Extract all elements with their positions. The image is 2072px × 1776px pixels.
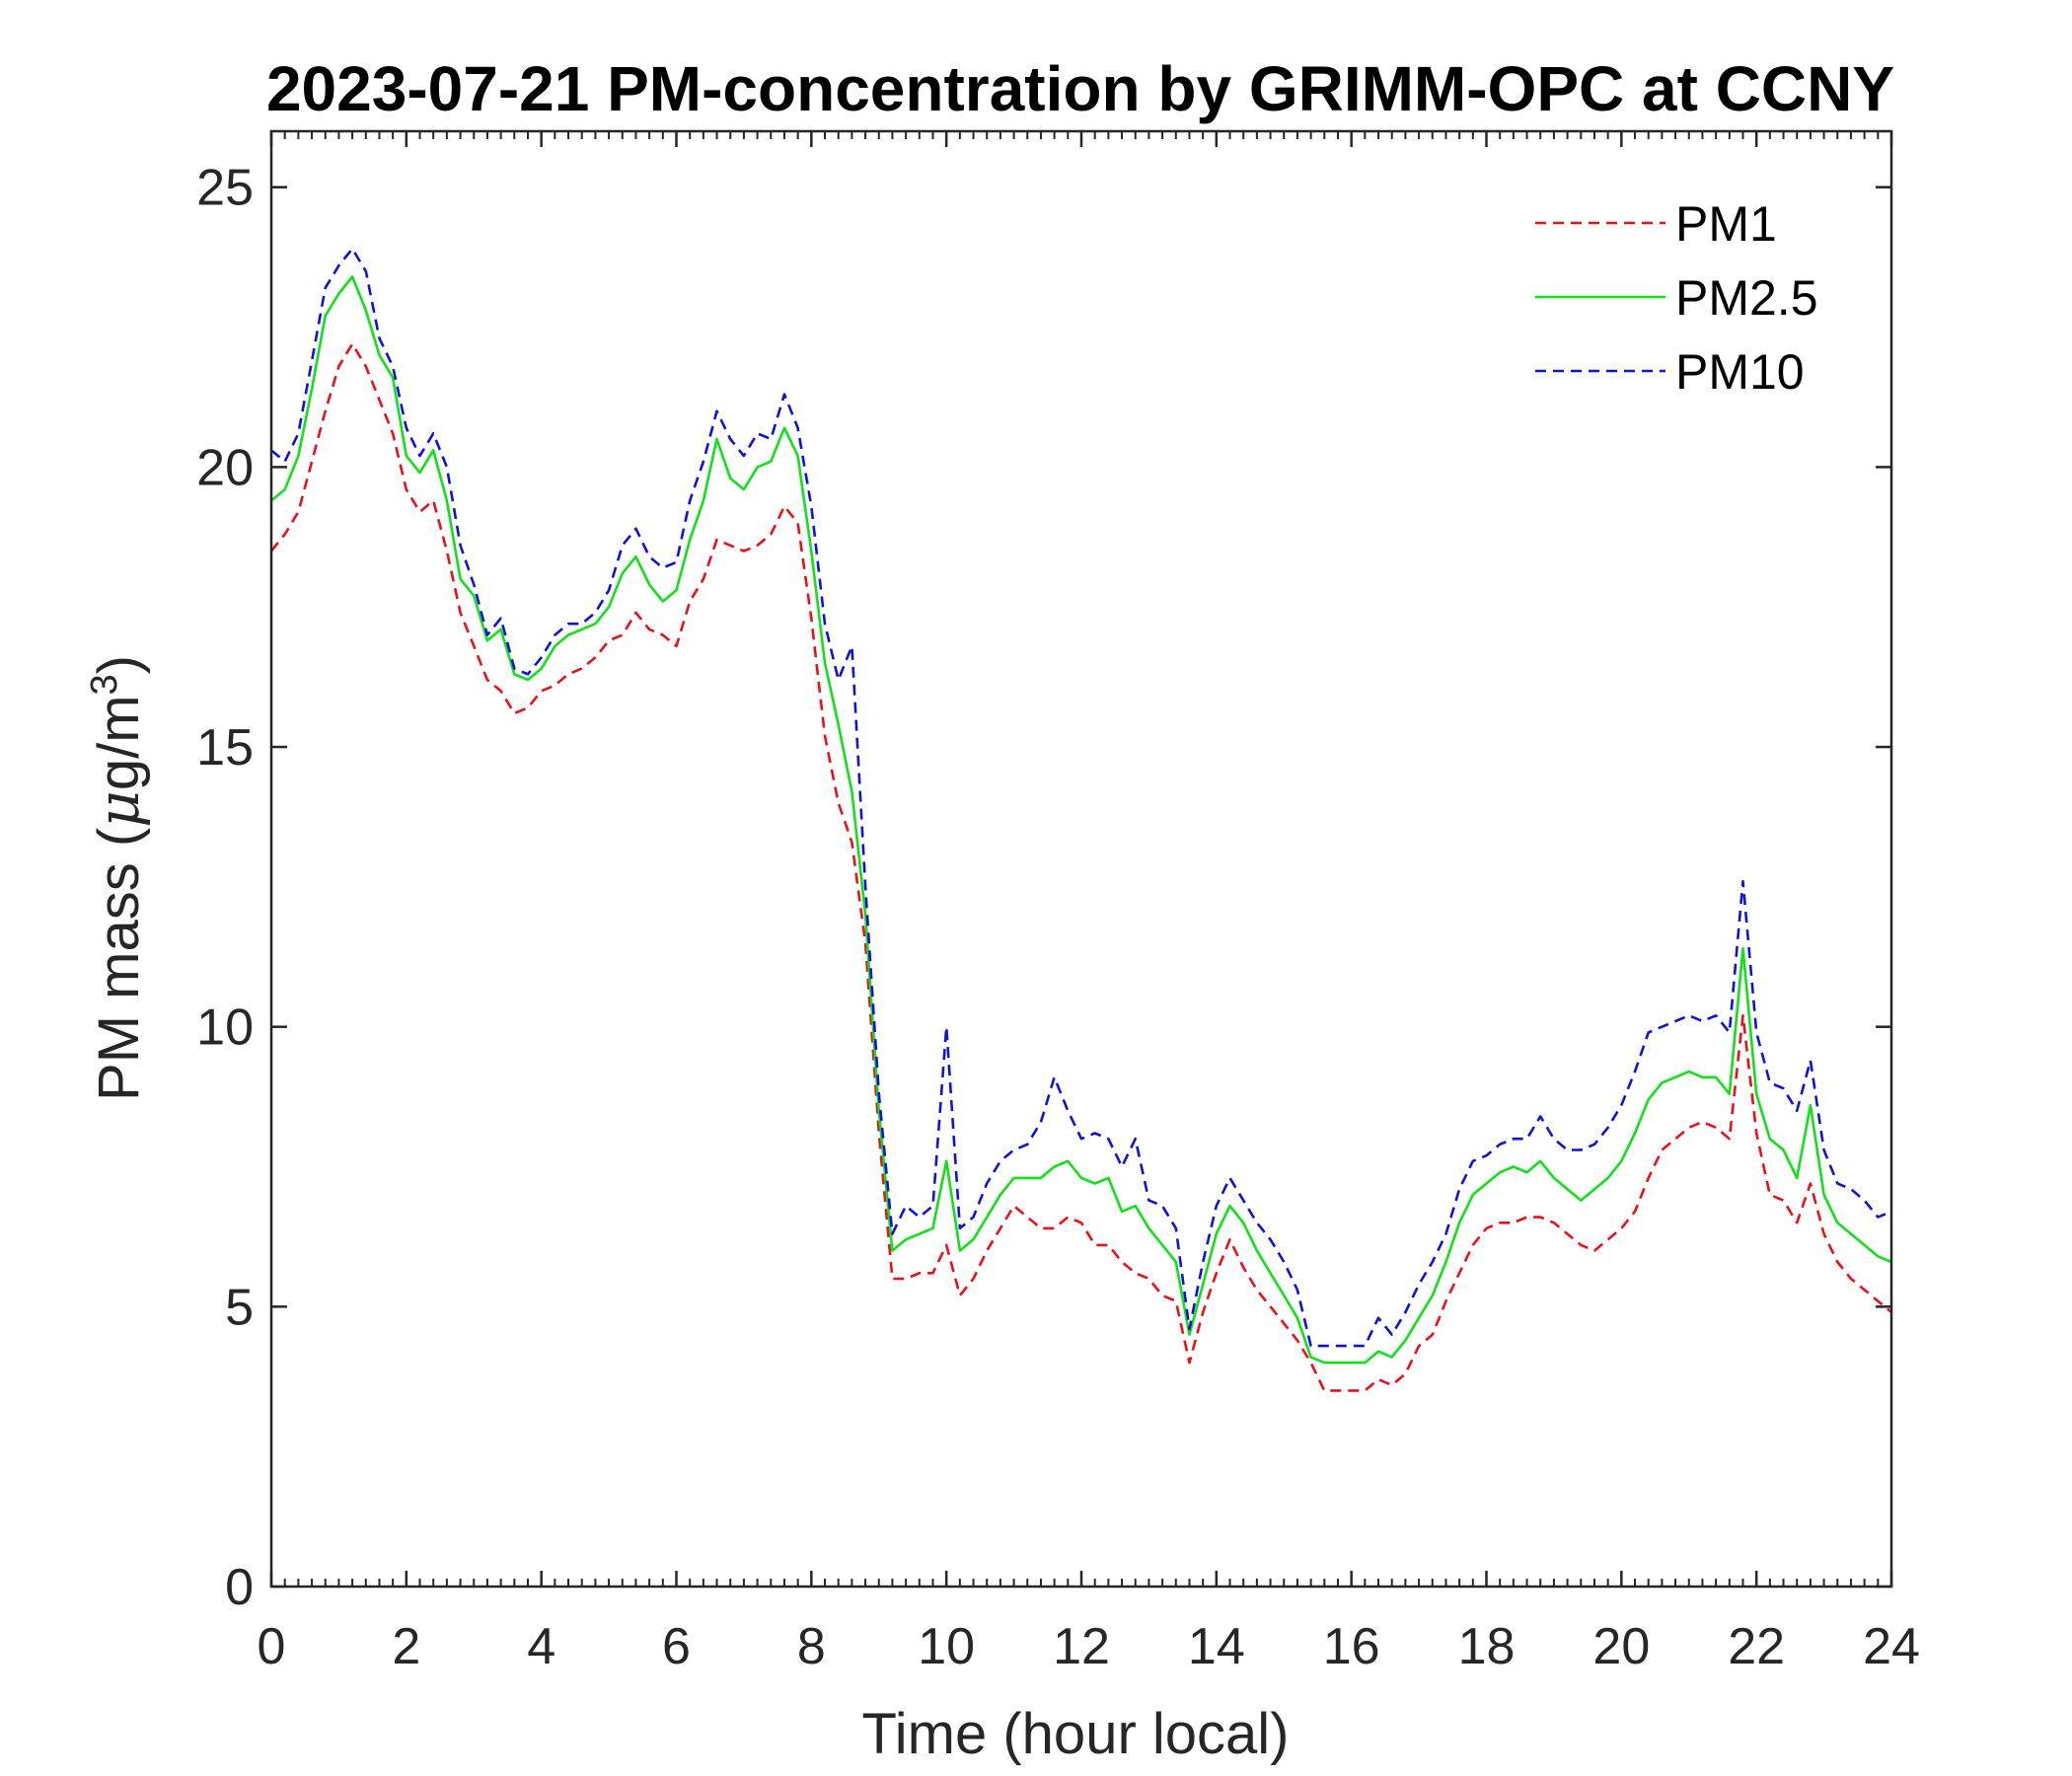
series-layer <box>269 247 1892 1392</box>
minor-ticks <box>283 131 1880 1587</box>
legend: PM1 PM2.5 PM10 <box>1535 196 1818 400</box>
y-axis-label-superscript: 3 <box>84 674 125 695</box>
x-axis-label: Time (hour local) <box>862 1702 1290 1766</box>
y-axis-label-mu: μ <box>85 790 152 828</box>
x-tick-labels: 0 2 4 6 8 10 12 14 16 18 20 22 24 <box>258 1618 1920 1675</box>
y-tick-label: 0 <box>225 1559 254 1616</box>
y-tick-label: 25 <box>196 160 254 217</box>
x-tick-label: 14 <box>1188 1618 1245 1675</box>
y-axis-label: PM mass (μg/m3) <box>84 655 152 1101</box>
y-tick-label: 15 <box>196 719 254 777</box>
x-tick-label: 22 <box>1728 1618 1785 1675</box>
chart-title: 2023-07-21 PM-concentration by GRIMM-OPC… <box>266 53 1894 124</box>
x-tick-label: 8 <box>797 1618 826 1675</box>
series-line-pm10 <box>270 247 1892 1348</box>
x-tick-label: 6 <box>662 1618 691 1675</box>
series-line-pm2-5 <box>270 275 1892 1365</box>
y-tick-labels: 0 5 10 15 20 25 <box>196 160 254 1616</box>
x-tick-label: 4 <box>527 1618 555 1675</box>
x-tick-label: 20 <box>1592 1618 1650 1675</box>
x-tick-label: 18 <box>1458 1618 1516 1675</box>
x-tick-label: 10 <box>918 1618 975 1675</box>
legend-label-pm2-5: PM2.5 <box>1675 270 1818 326</box>
y-axis-label-suffix: ) <box>87 655 151 674</box>
y-axis-label-prefix: PM mass ( <box>87 828 151 1101</box>
x-tick-label: 24 <box>1863 1618 1920 1675</box>
plot-area <box>269 129 1893 1589</box>
y-tick-label: 10 <box>196 999 254 1057</box>
legend-label-pm10: PM10 <box>1675 344 1805 400</box>
y-tick-label: 20 <box>196 439 254 496</box>
x-tick-label: 2 <box>392 1618 420 1675</box>
axes-box <box>269 129 1893 1589</box>
y-tick-label: 5 <box>225 1279 254 1336</box>
x-tick-label: 16 <box>1323 1618 1380 1675</box>
series-line-pm1 <box>269 342 1892 1392</box>
x-tick-label: 12 <box>1053 1618 1110 1675</box>
x-tick-label: 0 <box>258 1618 286 1675</box>
y-axis-label-unit: g/m <box>87 695 151 790</box>
legend-label-pm1: PM1 <box>1675 196 1777 252</box>
